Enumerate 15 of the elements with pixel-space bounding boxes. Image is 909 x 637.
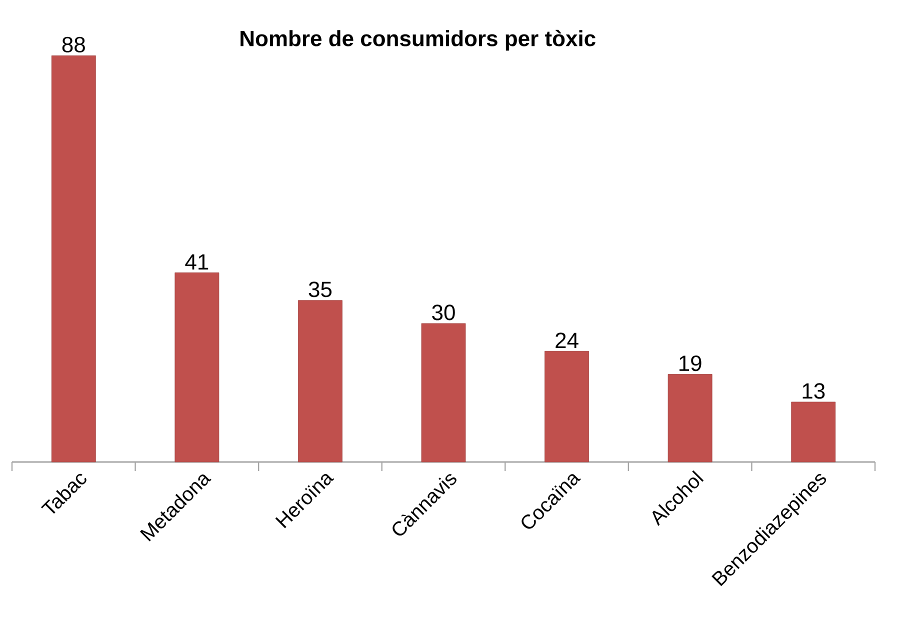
data-label: 13: [802, 383, 825, 399]
bar: [51, 55, 96, 462]
data-label: 88: [62, 36, 85, 52]
data-label: 41: [185, 254, 208, 270]
data-label: 30: [432, 304, 455, 320]
data-label: 19: [680, 355, 702, 372]
data-label: 35: [308, 282, 332, 298]
bar: [791, 402, 836, 462]
data-label: 24: [556, 332, 578, 348]
bar: [421, 323, 466, 462]
bar: [668, 374, 712, 462]
bar: [298, 300, 342, 462]
chart-title: Nombre de consumidors per tòxic: [240, 30, 596, 51]
bar: [174, 272, 220, 462]
bar: [544, 350, 589, 462]
